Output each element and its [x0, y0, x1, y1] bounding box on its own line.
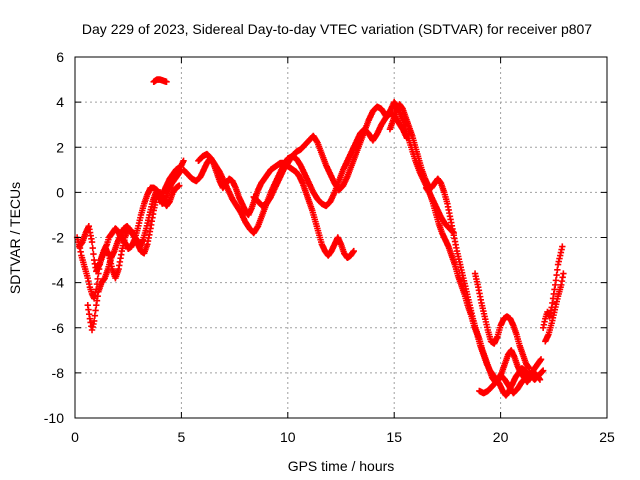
x-tick-label: 10: [280, 429, 296, 445]
y-tick-label: 6: [56, 49, 64, 65]
series-j: [476, 367, 547, 397]
data-point: [559, 243, 566, 250]
series-m: [542, 270, 567, 345]
data-point: [537, 356, 545, 363]
y-tick-label: -8: [52, 365, 65, 381]
data-point: [89, 244, 96, 252]
data-point: [176, 182, 183, 189]
y-tick-label: -2: [52, 230, 65, 246]
y-tick-label: 4: [56, 94, 64, 110]
x-tick-label: 20: [493, 429, 509, 445]
x-tick-labels: 0 5 10 15 20 25: [71, 429, 615, 445]
data-point: [180, 157, 187, 164]
y-axis-title: SDTVAR / TECUs: [7, 182, 23, 294]
x-tick-label: 5: [178, 429, 186, 445]
x-tick-label: 25: [599, 429, 615, 445]
data-point: [90, 250, 97, 258]
series-k: [471, 270, 533, 372]
x-tick-label: 15: [386, 429, 402, 445]
x-tick-label: 0: [71, 429, 79, 445]
series-c: [84, 166, 185, 334]
series-f: [195, 110, 411, 237]
y-tick-labels: -10 -8 -6 -4 -2 0 2 4 6: [44, 49, 64, 426]
data-point: [560, 270, 567, 277]
x-axis-title: GPS time / hours: [288, 458, 395, 474]
y-tick-label: -10: [44, 410, 64, 426]
data-point: [88, 238, 96, 246]
data-point: [350, 247, 357, 255]
chart-title: Day 229 of 2023, Sidereal Day-to-day VTE…: [82, 21, 592, 37]
y-tick-label: 0: [56, 184, 64, 200]
y-tick-label: 2: [56, 139, 64, 155]
data-point: [539, 367, 547, 374]
data-point: [163, 78, 170, 86]
data-point: [526, 365, 533, 372]
axis-ticks: [74, 56, 608, 419]
y-tick-label: -6: [52, 320, 65, 336]
data-points: [73, 76, 567, 399]
series-d: [150, 76, 170, 86]
y-tick-label: -4: [52, 275, 65, 291]
